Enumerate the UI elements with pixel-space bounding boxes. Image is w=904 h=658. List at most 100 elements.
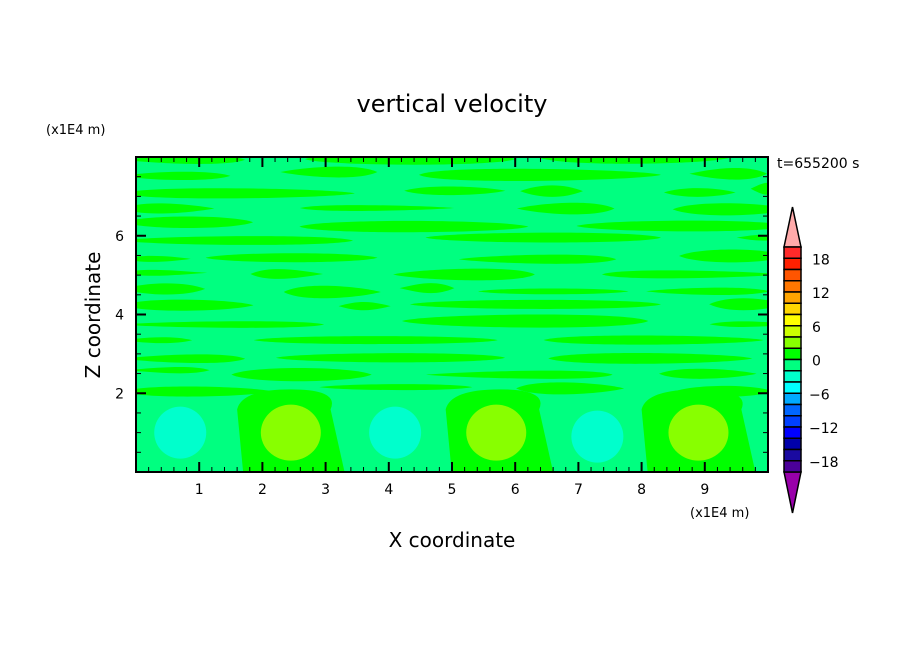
updraft-stripe <box>679 249 768 263</box>
downdraft-region <box>369 406 422 459</box>
updraft-stripe <box>205 253 378 263</box>
colorbar-box <box>783 448 802 462</box>
x-tick-label: 4 <box>384 482 393 498</box>
colorbar-box <box>783 268 802 282</box>
updraft-stripe <box>576 220 768 232</box>
updraft-stripe <box>136 337 193 344</box>
updraft-stripe <box>253 336 498 345</box>
updraft-stripe <box>136 157 246 164</box>
colorbar-tick-label: −12 <box>809 421 839 437</box>
updraft-stripe <box>548 352 753 364</box>
chart-title: vertical velocity <box>357 90 548 118</box>
colorbar-box <box>783 257 802 271</box>
colorbar: 18 12 6 0 −6 −12 −18 <box>783 206 839 514</box>
updraft-stripe <box>663 188 736 197</box>
updraft-stripe <box>659 368 757 379</box>
colorbar-box <box>783 381 802 394</box>
colorbar-box <box>783 437 802 451</box>
updraft-stripe <box>136 354 246 364</box>
colorbar-box <box>783 460 802 473</box>
updraft-stripe <box>283 285 381 299</box>
contour-field <box>136 157 768 472</box>
y-unit-label: (x1E4 m) <box>46 123 105 138</box>
updraft-stripe <box>425 232 662 243</box>
downdraft-region <box>154 406 207 459</box>
updraft-stripe <box>401 314 649 328</box>
colorbar-box <box>783 358 802 372</box>
colorbar-box <box>783 280 802 293</box>
updraft-stripe <box>275 353 506 363</box>
colorbar-box <box>783 403 802 417</box>
updraft-stripe <box>136 171 231 181</box>
colorbar-box <box>783 370 802 383</box>
x-tick-label: 8 <box>637 482 646 498</box>
updraft-core <box>466 404 527 461</box>
y-tick-label: 2 <box>115 386 124 402</box>
x-tick-label: 7 <box>574 482 583 498</box>
colorbar-tick-label: 0 <box>812 354 821 370</box>
updraft-stripe <box>426 370 613 379</box>
colorbar-box <box>783 325 802 338</box>
updraft-stripe <box>543 335 764 345</box>
updraft-stripe <box>136 269 208 276</box>
updraft-stripe <box>709 298 768 311</box>
updraft-stripe <box>709 321 768 327</box>
updraft-stripe <box>750 182 768 195</box>
updraft-stripe <box>299 205 455 212</box>
axis-ticks: 1 2 3 4 5 6 7 8 9 2 4 6 <box>115 157 768 498</box>
updraft-stripe <box>136 255 191 262</box>
y-axis-label: Z coordinate <box>81 252 105 379</box>
time-label: t=655200 s <box>777 156 859 172</box>
updraft-stripe <box>136 188 355 199</box>
colorbar-box <box>783 392 802 406</box>
updraft-stripe <box>404 186 506 196</box>
x-tick-label: 9 <box>700 482 709 498</box>
updraft-stripe <box>393 268 535 281</box>
colorbar-box <box>783 246 802 259</box>
updraft-stripe <box>304 157 516 165</box>
colorbar-box <box>783 415 802 428</box>
colorbar-tick-label: −6 <box>809 387 830 403</box>
updraft-stripe <box>136 283 206 295</box>
updraft-stripe <box>672 203 768 216</box>
colorbar-box <box>783 291 802 304</box>
updraft-stripe <box>136 386 274 397</box>
updraft-stripe <box>399 283 455 294</box>
colorbar-tick-label: 12 <box>812 286 830 302</box>
colorbar-box <box>783 347 802 361</box>
updraft-stripe <box>299 220 529 233</box>
colorbar-tick-label: 6 <box>812 320 821 336</box>
updraft-stripe <box>520 185 583 197</box>
y-tick-label: 6 <box>115 229 124 245</box>
colorbar-box <box>783 302 802 316</box>
updraft-stripe <box>136 203 215 214</box>
colorbar-tick-label: −18 <box>809 455 839 471</box>
x-tick-label: 6 <box>511 482 520 498</box>
colorbar-tick-label: 18 <box>812 252 830 268</box>
y-tick-label: 4 <box>115 308 124 324</box>
updraft-core <box>260 404 321 461</box>
updraft-stripe <box>689 167 768 180</box>
updraft-stripe <box>136 236 354 245</box>
updraft-stripe <box>136 299 254 311</box>
updraft-stripe <box>280 166 378 178</box>
downdraft-region <box>571 410 624 463</box>
updraft-stripe <box>319 384 473 391</box>
updraft-stripe <box>601 270 768 279</box>
updraft-stripe <box>410 299 661 309</box>
colorbar-box <box>783 336 802 349</box>
colorbar-box <box>783 426 802 439</box>
updraft-stripe <box>136 367 210 374</box>
colorbar-under-triangle <box>783 471 802 514</box>
x-tick-label: 5 <box>448 482 457 498</box>
updraft-stripe <box>231 367 372 382</box>
updraft-stripe <box>419 168 661 181</box>
updraft-stripe <box>136 216 254 229</box>
updraft-stripe <box>478 288 629 295</box>
updraft-core <box>668 404 729 461</box>
colorbar-over-triangle <box>783 206 802 248</box>
updraft-stripe <box>537 157 732 164</box>
x-tick-label: 1 <box>195 482 204 498</box>
updraft-stripe <box>250 269 324 279</box>
